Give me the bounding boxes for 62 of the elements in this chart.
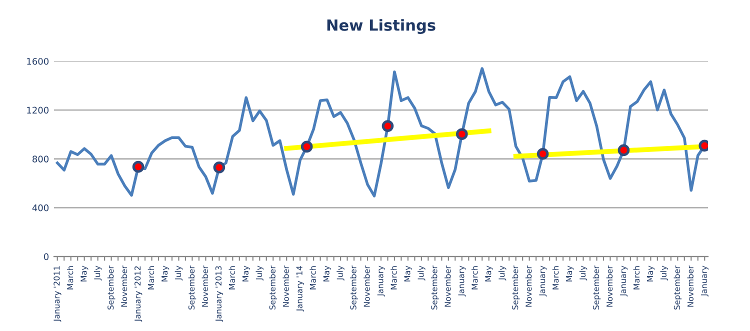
point — [213, 162, 226, 174]
x-tick-label: September — [350, 266, 358, 310]
x-tick-label: November — [282, 266, 289, 307]
x-tick-label: May — [566, 266, 574, 282]
point — [132, 160, 144, 173]
x-tick-label: July — [256, 266, 264, 280]
x-tick-label: March — [148, 266, 154, 290]
point — [382, 120, 394, 132]
x-tick-label: November — [687, 266, 694, 307]
x-tick-label: May — [323, 266, 331, 282]
x-tick-label: March — [471, 266, 478, 290]
y-tick-label: 1200 — [27, 106, 49, 114]
x-tick-label: September — [269, 266, 278, 310]
x-tick-label: January — [620, 266, 628, 297]
x-tick-label: March — [633, 266, 640, 290]
x-tick-label: May — [485, 266, 493, 282]
x-tick-label: January — [539, 266, 547, 297]
x-tick-label: March — [310, 266, 316, 290]
point — [456, 128, 468, 140]
x-tick-label: September — [674, 266, 682, 310]
x-tick-label: May — [647, 266, 655, 282]
x-tick-label: January '2012 — [134, 266, 142, 322]
point — [536, 148, 549, 160]
point — [618, 144, 630, 156]
chart-title: New Listings — [327, 19, 436, 34]
x-tick-label: July — [94, 266, 102, 280]
x-tick-label: May — [404, 266, 412, 282]
x-tick-label: July — [660, 266, 668, 280]
x-tick-label: March — [552, 266, 559, 290]
point — [300, 140, 313, 153]
x-tick-label: November — [202, 266, 208, 307]
x-tick-label: May — [242, 266, 250, 282]
x-tick-label: May — [80, 266, 88, 282]
y-tick-label: 1600 — [27, 58, 49, 65]
x-tick-label: January — [458, 266, 466, 297]
x-tick-label: September — [512, 266, 520, 310]
x-tick-label: March — [228, 266, 236, 290]
x-tick-label: January — [700, 266, 709, 297]
x-tick-label: January '2013 — [215, 266, 224, 322]
y-tick-label: 0 — [44, 253, 49, 260]
x-tick-label: July — [418, 266, 426, 280]
x-tick-label: November — [444, 266, 451, 307]
x-tick-label: September — [107, 266, 116, 310]
x-tick-label: January '14 — [296, 266, 304, 312]
x-tick-label: September — [431, 266, 439, 310]
x-tick-label: July — [336, 266, 344, 280]
x-tick-label: March — [390, 266, 397, 290]
x-tick-label: November — [525, 266, 532, 307]
x-tick-label: January '2011 — [54, 266, 62, 322]
x-tick-label: September — [188, 266, 196, 310]
x-tick-label: July — [579, 266, 588, 280]
x-tick-label: January — [377, 266, 385, 297]
x-tick-label: March — [66, 266, 74, 290]
y-tick-label: 800 — [32, 156, 49, 162]
x-tick-label: July — [174, 266, 183, 280]
x-tick-label: November — [364, 266, 370, 307]
x-tick-label: July — [498, 266, 506, 280]
x-tick-label: November — [606, 266, 613, 307]
x-tick-label: May — [162, 266, 170, 282]
x-tick-label: November — [120, 266, 128, 307]
x-tick-label: September — [592, 266, 601, 310]
y-tick-label: 400 — [32, 204, 49, 212]
